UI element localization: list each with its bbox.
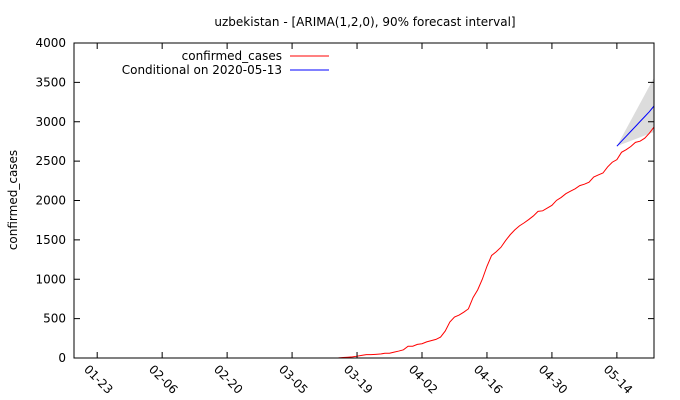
- forecast-line: [616, 105, 655, 147]
- legend-label: confirmed_cases: [182, 49, 282, 63]
- x-tick-label: 04-16: [471, 362, 506, 397]
- x-tick-label: 04-02: [406, 362, 441, 397]
- y-tick-label: 4000: [35, 36, 66, 50]
- forecast-interval-band: [616, 77, 654, 147]
- x-tick-label: 03-19: [341, 362, 376, 397]
- y-tick-label: 500: [43, 312, 66, 326]
- forecast-interval-layer: [616, 77, 654, 147]
- y-tick-label: 3000: [35, 115, 66, 129]
- legend-label: Conditional on 2020-05-13: [122, 63, 282, 77]
- series-layer: [338, 105, 655, 359]
- x-tick-label: 02-06: [146, 362, 181, 397]
- y-tick-label: 2500: [35, 154, 66, 168]
- axes-layer: 0 500 1000 1500 2000 2500 3000 3500 4000 01-23 02-…: [35, 36, 655, 397]
- x-tick-label: 04-30: [536, 362, 571, 397]
- x-tick-label: 03-05: [276, 362, 311, 397]
- y-tick-label: 0: [58, 351, 66, 365]
- x-tick-label: 02-20: [211, 362, 246, 397]
- y-tick-label: 1000: [35, 272, 66, 286]
- plot-frame: [73, 42, 655, 359]
- x-tick-label: 05-14: [601, 362, 636, 397]
- y-tick-label: 3500: [35, 75, 66, 89]
- confirmed-cases-line: [338, 126, 655, 359]
- y-axis-label: confirmed_cases: [6, 150, 20, 250]
- chart-title: uzbekistan - [ARIMA(1,2,0), 90% forecast…: [214, 15, 515, 29]
- y-tick-label: 1500: [35, 233, 66, 247]
- x-tick-label: 01-23: [81, 362, 116, 397]
- y-tick-label: 2000: [35, 194, 66, 208]
